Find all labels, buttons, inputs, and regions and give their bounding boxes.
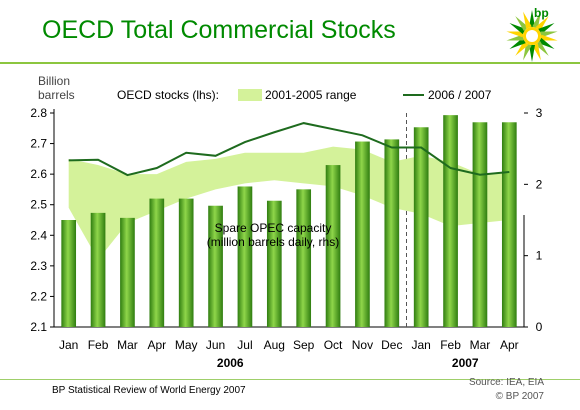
x-tick-label: Dec: [381, 338, 402, 352]
opec-capacity-bar: [472, 122, 488, 327]
opec-capacity-bar: [237, 186, 253, 327]
x-tick-label: Mar: [117, 338, 138, 352]
x-tick-label: Mar: [470, 338, 491, 352]
y-left-tick-label: 2.6: [30, 167, 47, 181]
opec-capacity-bar: [355, 141, 370, 327]
x-tick-label: Jan: [59, 338, 78, 352]
footer-divider: [0, 379, 580, 380]
x-tick-label: Jul: [237, 338, 252, 352]
y-left-tick-label: 2.4: [30, 228, 47, 242]
y-left-tick-label: 2.3: [30, 259, 47, 273]
year-label: 2006: [217, 356, 244, 370]
y-left-tick-label: 2.1: [30, 320, 47, 334]
x-tick-label: Jan: [412, 338, 431, 352]
stocks-line: [68, 122, 510, 177]
bar-annotation-line1: Spare OPEC capacity: [215, 221, 332, 235]
x-tick-label: Oct: [324, 338, 343, 352]
x-tick-label: Feb: [440, 338, 461, 352]
x-tick-label: May: [175, 338, 198, 352]
year-label: 2007: [452, 356, 479, 370]
x-tick-label: Aug: [264, 338, 285, 352]
x-tick-label: Jun: [206, 338, 225, 352]
opec-capacity-bar: [208, 205, 223, 327]
opec-capacity-bar: [413, 127, 429, 328]
bp-helios-logo-icon: [506, 10, 558, 62]
opec-capacity-bar: [325, 165, 341, 327]
opec-capacity-bar: [501, 122, 517, 327]
bar-annotation-line2: (million barrels daily, rhs): [207, 235, 339, 249]
y-right-tick-label: 3: [536, 106, 543, 120]
logo-text: bp: [534, 6, 549, 20]
x-tick-label: Feb: [88, 338, 109, 352]
y-left-tick-label: 2.7: [30, 137, 47, 151]
page-title: OECD Total Commercial Stocks: [42, 16, 396, 44]
opec-capacity-bar: [296, 189, 312, 327]
legend-line-label: 2006 / 2007: [428, 88, 492, 102]
legend-range-swatch: [238, 89, 262, 101]
footer-credit: BP Statistical Review of World Energy 20…: [52, 385, 246, 396]
opec-capacity-bar: [120, 217, 135, 327]
title-divider: [0, 62, 580, 64]
y-left-label-line1: Billion: [38, 74, 70, 88]
y-right-tick-label: 1: [536, 249, 543, 263]
opec-capacity-bar: [384, 139, 400, 327]
y-right-tick-label: 0: [536, 320, 543, 334]
x-tick-label: Sep: [293, 338, 315, 352]
y-right-tick-label: 2: [536, 177, 543, 191]
opec-capacity-bar: [61, 220, 77, 327]
y-left-tick-label: 2.2: [30, 289, 47, 303]
y-left-tick-label: 2.8: [30, 106, 47, 120]
legend-heading: OECD stocks (lhs):: [117, 88, 219, 102]
source-text: Source: IEA, EIA: [468, 377, 544, 388]
y-left-tick-label: 2.5: [30, 198, 47, 212]
x-tick-label: Apr: [147, 338, 166, 352]
footer-source: Source: IEA, EIA © BP 2007: [469, 376, 544, 404]
opec-capacity-bar: [149, 198, 165, 327]
copyright-text: © BP 2007: [495, 391, 544, 402]
y-left-label-line2: barrels: [38, 88, 75, 102]
opec-capacity-bar: [90, 212, 106, 327]
opec-capacity-bar: [443, 115, 458, 327]
x-tick-label: Apr: [500, 338, 519, 352]
x-tick-label: Nov: [352, 338, 373, 352]
opec-capacity-bar: [178, 198, 194, 327]
opec-capacity-bar: [266, 200, 282, 327]
legend-range-label: 2001-2005 range: [265, 88, 357, 102]
